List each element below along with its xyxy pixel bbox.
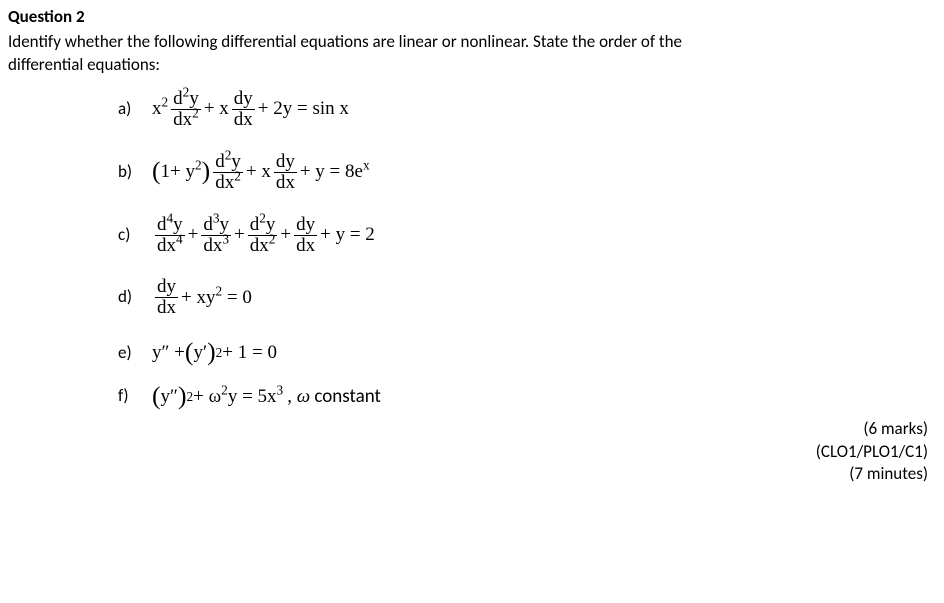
item-a: a) x2 d2y dx2 + x dy dx + 2y = sin x <box>118 89 936 130</box>
equation-e: y″ + (y′)2 + 1 = 0 <box>152 340 277 366</box>
equation-f: (y″)2 + ω2y = 5x3 , ω constant <box>152 384 381 410</box>
time-text: (7 minutes) <box>8 463 928 486</box>
item-label-e: e) <box>118 342 152 365</box>
intro-line-2: differential equations: <box>8 54 160 75</box>
question-intro: Identify whether the following different… <box>8 31 936 77</box>
marks-block: (6 marks) (CLO1/PLO1/C1) (7 minutes) <box>8 418 928 487</box>
item-f: f) (y″)2 + ω2y = 5x3 , ω constant <box>118 384 936 410</box>
marks-text: (6 marks) <box>8 418 928 441</box>
item-label-c: c) <box>118 224 152 247</box>
question-page: Question 2 Identify whether the followin… <box>0 0 944 486</box>
item-label-f: f) <box>118 385 152 408</box>
item-label-a: a) <box>118 98 152 121</box>
equation-b: (1+ y2) d2y dx2 + x dy dx + y = 8ex <box>152 152 370 193</box>
item-label-d: d) <box>118 286 152 309</box>
item-label-b: b) <box>118 161 152 184</box>
equation-d: dy dx + xy2 = 0 <box>152 277 252 318</box>
equation-a: x2 d2y dx2 + x dy dx + 2y = sin x <box>152 89 349 130</box>
intro-line-1: Identify whether the following different… <box>8 31 682 52</box>
clo-text: (CLO1/PLO1/C1) <box>8 441 928 464</box>
item-c: c) d4y dx4 + d3y dx3 + d2y dx2 + dy <box>118 215 936 256</box>
question-title: Question 2 <box>8 6 936 29</box>
item-e: e) y″ + (y′)2 + 1 = 0 <box>118 340 936 366</box>
item-d: d) dy dx + xy2 = 0 <box>118 277 936 318</box>
item-b: b) (1+ y2) d2y dx2 + x dy dx + y = 8ex <box>118 152 936 193</box>
equation-list: a) x2 d2y dx2 + x dy dx + 2y = sin x b) … <box>118 89 936 410</box>
equation-c: d4y dx4 + d3y dx3 + d2y dx2 + dy dx <box>152 215 375 256</box>
